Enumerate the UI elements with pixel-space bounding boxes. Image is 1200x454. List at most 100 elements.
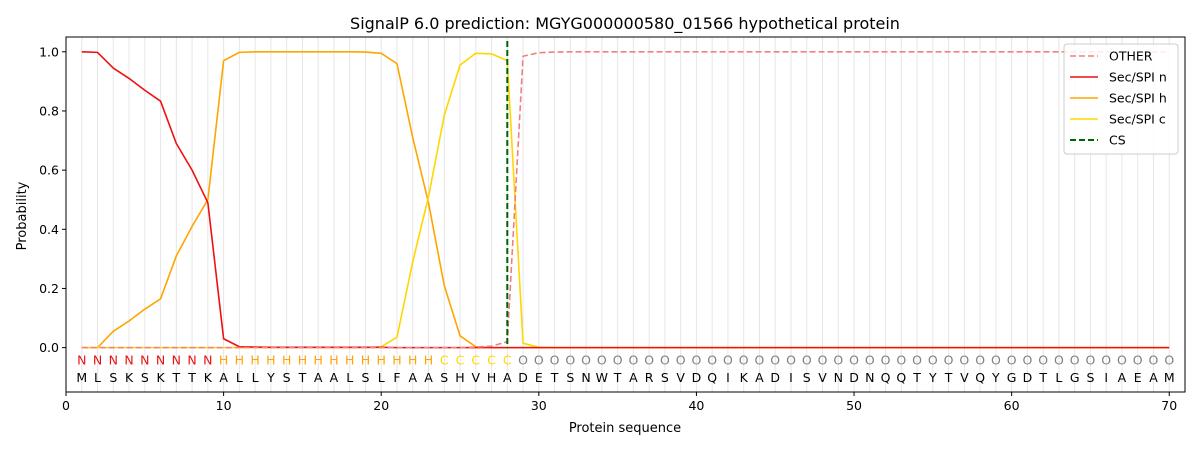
y-tick-label: 1.0	[39, 44, 59, 59]
region-label: N	[77, 352, 86, 367]
residue-label: K	[204, 370, 213, 385]
residue-label: F	[393, 370, 400, 385]
region-label: C	[440, 352, 449, 367]
residue-label: A	[1149, 370, 1158, 385]
region-label: O	[1101, 352, 1111, 367]
residue-label: I	[789, 370, 793, 385]
region-label: O	[833, 352, 843, 367]
region-label: N	[109, 352, 118, 367]
plot-frame	[65, 36, 1186, 393]
residue-label: Q	[881, 370, 891, 385]
residue-label: S	[803, 370, 811, 385]
residue-label: L	[236, 370, 243, 385]
residue-label: S	[141, 370, 149, 385]
residue-label: Q	[896, 370, 906, 385]
residue-label: E	[1134, 370, 1142, 385]
region-label: O	[676, 352, 686, 367]
residue-label: N	[581, 370, 590, 385]
region-label: H	[377, 352, 386, 367]
region-label: O	[770, 352, 780, 367]
legend-label: OTHER	[1109, 49, 1153, 64]
region-label: O	[1086, 352, 1096, 367]
residue-label: E	[535, 370, 543, 385]
region-label: O	[881, 352, 891, 367]
residue-label: D	[518, 370, 528, 385]
region-label: H	[219, 352, 228, 367]
residue-label: R	[645, 370, 654, 385]
region-label: O	[849, 352, 859, 367]
region-label: H	[313, 352, 322, 367]
residue-label: A	[1118, 370, 1127, 385]
region-label: H	[345, 352, 354, 367]
region-label: O	[518, 352, 528, 367]
region-label: H	[266, 352, 275, 367]
region-label: H	[329, 352, 338, 367]
region-label: O	[755, 352, 765, 367]
legend: OTHER Sec/SPI n Sec/SPI h Sec/SPI c CS	[1063, 43, 1179, 155]
region-label: C	[503, 352, 512, 367]
residue-label: N	[834, 370, 843, 385]
region-label: H	[408, 352, 417, 367]
residue-label: T	[172, 370, 181, 385]
region-label: O	[786, 352, 796, 367]
residue-label: K	[156, 370, 165, 385]
legend-label: Sec/SPI n	[1109, 70, 1167, 85]
region-label: O	[692, 352, 702, 367]
region-label: H	[235, 352, 244, 367]
region-label: O	[1022, 352, 1032, 367]
residue-label: T	[944, 370, 953, 385]
legend-label: Sec/SPI h	[1109, 91, 1167, 106]
residue-label: A	[503, 370, 512, 385]
residue-label: A	[219, 370, 228, 385]
region-label: C	[487, 352, 496, 367]
region-label: O	[865, 352, 875, 367]
x-tick-label: 0	[62, 398, 70, 413]
residue-label: V	[960, 370, 969, 385]
residue-label: D	[1023, 370, 1033, 385]
region-label: N	[156, 352, 165, 367]
x-tick-label: 10	[216, 398, 232, 413]
residue-label: A	[408, 370, 417, 385]
residue-label: G	[1007, 370, 1017, 385]
y-tick-label: 0.0	[39, 340, 59, 355]
residue-label: S	[440, 370, 448, 385]
region-label: O	[802, 352, 812, 367]
region-label: O	[723, 352, 733, 367]
residue-label: S	[1086, 370, 1094, 385]
residue-label: G	[1070, 370, 1080, 385]
region-label: O	[1117, 352, 1127, 367]
residue-label: I	[726, 370, 730, 385]
residue-label: L	[252, 370, 259, 385]
region-label: O	[1054, 352, 1064, 367]
region-label: O	[991, 352, 1001, 367]
region-label: H	[250, 352, 259, 367]
grid-lines	[81, 37, 1170, 392]
residue-label: Y	[991, 370, 1000, 385]
region-label: O	[613, 352, 623, 367]
region-label: H	[298, 352, 307, 367]
region-label: O	[628, 352, 638, 367]
residue-label: V	[471, 370, 480, 385]
residue-label: A	[314, 370, 323, 385]
residue-label: T	[912, 370, 921, 385]
x-tick-label: 30	[531, 398, 547, 413]
residue-label: Q	[707, 370, 717, 385]
region-label: O	[707, 352, 717, 367]
residue-label: D	[770, 370, 780, 385]
residue-label: Y	[266, 370, 275, 385]
chart-title: SignalP 6.0 prediction: MGYG000000580_01…	[350, 14, 900, 34]
axes: 0 10 20 30 40 50 60 70 0.0 0.2 0.4 0.6 0.8 1.0	[39, 36, 1186, 413]
residue-label: T	[187, 370, 196, 385]
region-label: N	[187, 352, 196, 367]
x-tick-label: 20	[373, 398, 389, 413]
region-label: H	[282, 352, 291, 367]
region-label: O	[896, 352, 906, 367]
y-tick-label: 0.8	[39, 103, 59, 118]
region-label: N	[203, 352, 212, 367]
series-line	[81, 50, 1170, 349]
residue-label: L	[94, 370, 101, 385]
y-tick-label: 0.4	[39, 222, 59, 237]
residue-label: T	[550, 370, 559, 385]
